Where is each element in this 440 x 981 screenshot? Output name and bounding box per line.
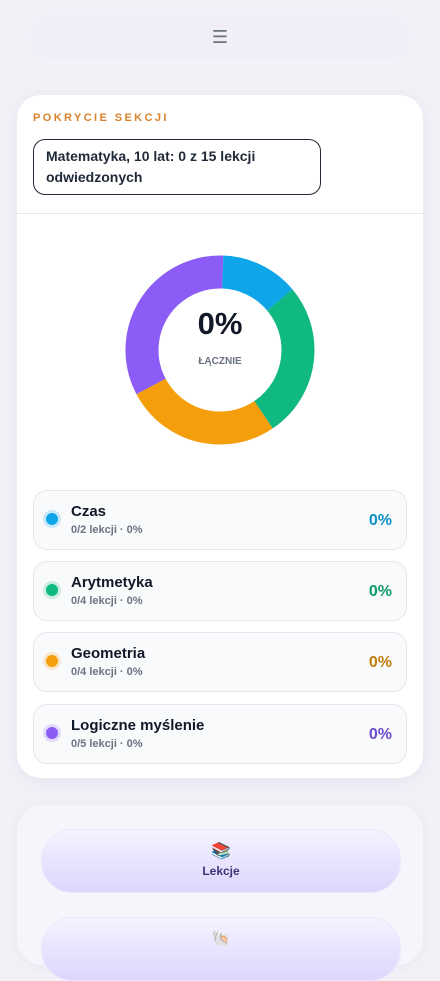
section-item[interactable]: Arytmetyka 0/4 lekcji · 0% 0% bbox=[33, 561, 407, 621]
donut-segment bbox=[125, 255, 315, 445]
nav-button[interactable]: 📚 Lekcje bbox=[41, 829, 401, 893]
page: ☰ POKRYCIE SEKCJI Matematyka, 10 lat: 0 … bbox=[17, 14, 423, 981]
top-bar[interactable]: ☰ bbox=[30, 14, 410, 60]
summary-box: Matematyka, 10 lat: 0 z 15 lekcji odwied… bbox=[33, 139, 321, 195]
menu-icon[interactable]: ☰ bbox=[211, 27, 229, 47]
section-detail: 0/4 lekcji · 0% bbox=[71, 595, 143, 607]
coverage-card: POKRYCIE SEKCJI Matematyka, 10 lat: 0 z … bbox=[17, 95, 423, 778]
section-name: Logiczne myślenie bbox=[71, 717, 205, 734]
nav-label[interactable]: Lekcje bbox=[202, 864, 240, 878]
section-dot bbox=[46, 584, 58, 596]
section-detail: 0/2 lekcji · 0% bbox=[71, 524, 143, 536]
donut-segment bbox=[125, 255, 315, 445]
section-name: Arytmetyka bbox=[71, 574, 153, 591]
nav-button[interactable]: 🐚 bbox=[41, 917, 401, 981]
section-detail: 0/4 lekcji · 0% bbox=[71, 666, 143, 678]
nav-icon[interactable]: 📚 bbox=[211, 843, 231, 860]
section-percent: 0% bbox=[368, 512, 392, 529]
divider bbox=[17, 213, 423, 214]
donut: 0% ŁĄCZNIE bbox=[125, 255, 315, 445]
section-item[interactable]: Czas 0/2 lekcji · 0% 0% bbox=[33, 490, 407, 550]
section-percent: 0% bbox=[368, 583, 392, 600]
nav-icon[interactable]: 🐚 bbox=[211, 931, 231, 948]
donut-center-value: 0% bbox=[198, 306, 243, 341]
section-percent: 0% bbox=[368, 726, 392, 743]
card-title: POKRYCIE SEKCJI bbox=[33, 112, 169, 124]
section-percent: 0% bbox=[368, 654, 392, 671]
section-item[interactable]: Logiczne myślenie 0/5 lekcji · 0% 0% bbox=[33, 704, 407, 764]
donut-segment bbox=[125, 255, 315, 445]
section-dot bbox=[46, 655, 58, 667]
bottom-nav: 📚 Lekcje 🐚 bbox=[17, 805, 423, 981]
section-dot bbox=[46, 727, 58, 739]
section-detail: 0/5 lekcji · 0% bbox=[71, 738, 143, 750]
section-dot bbox=[46, 513, 58, 525]
section-item[interactable]: Geometria 0/4 lekcji · 0% 0% bbox=[33, 632, 407, 692]
section-name: Czas bbox=[71, 503, 107, 520]
section-name: Geometria bbox=[71, 645, 146, 662]
donut-center-label: ŁĄCZNIE bbox=[198, 356, 242, 367]
